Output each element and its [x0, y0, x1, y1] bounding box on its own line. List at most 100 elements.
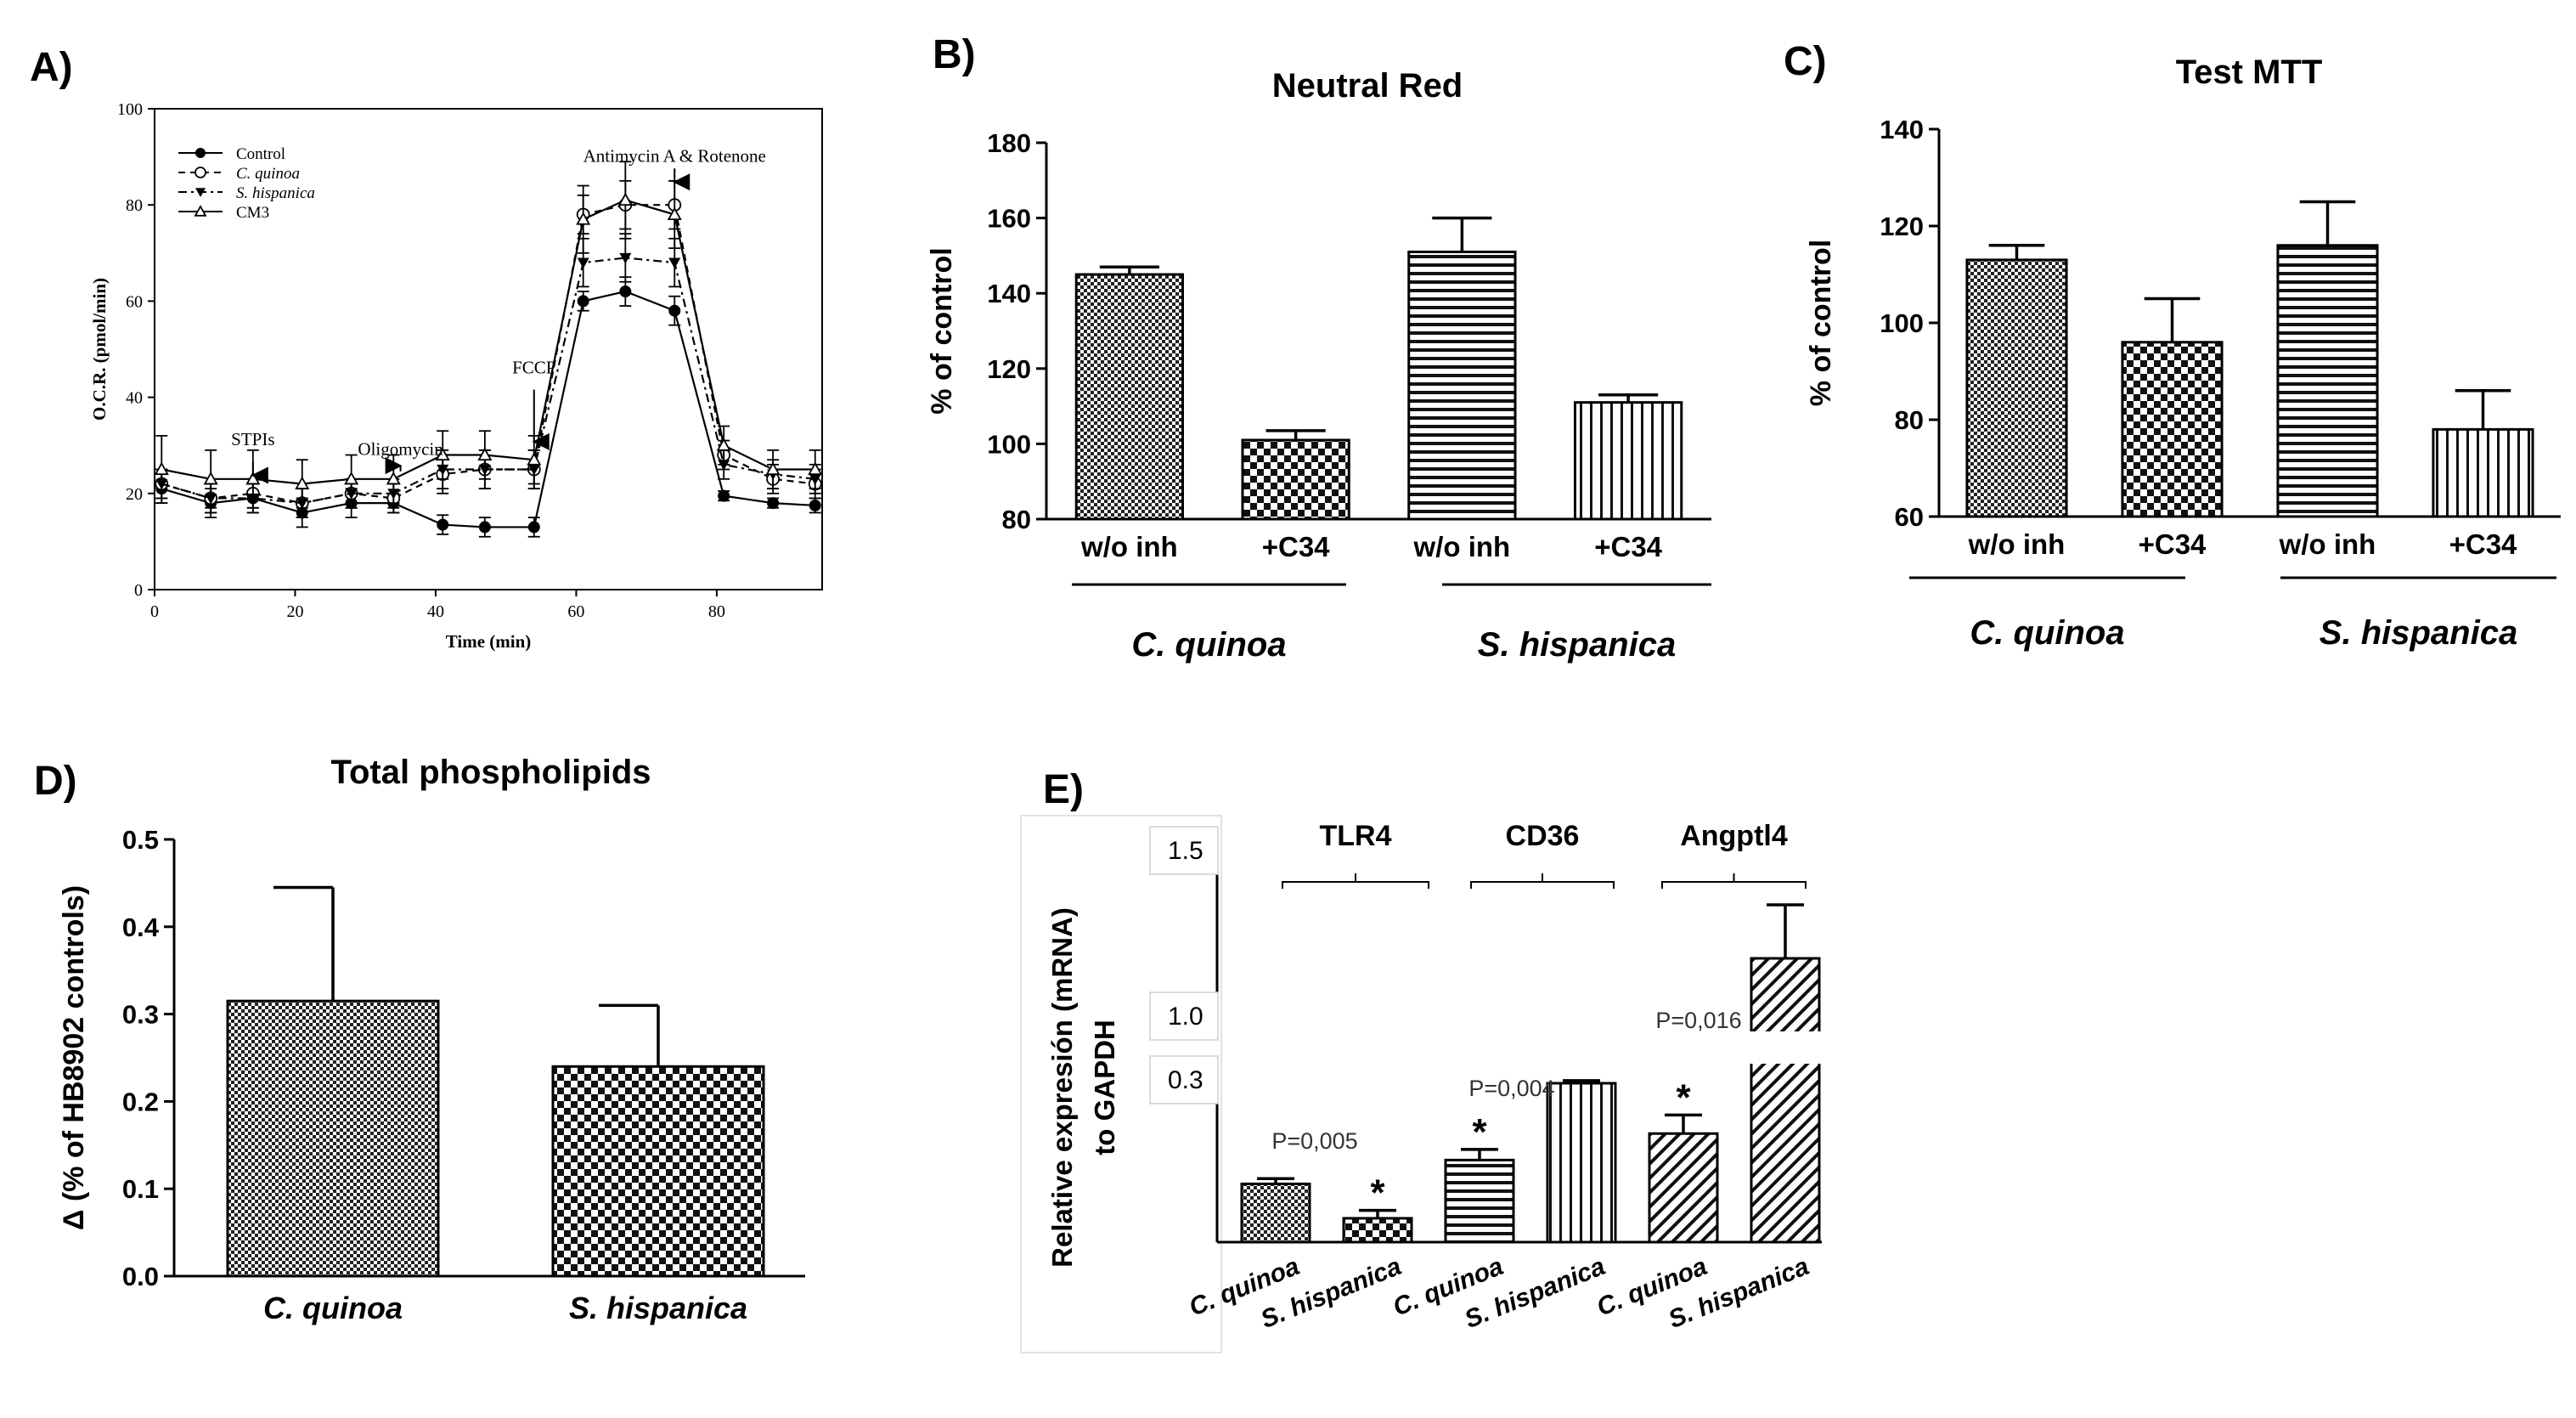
- series-line-2: [161, 257, 815, 505]
- data-point: [435, 447, 450, 461]
- axis-break: [1741, 1031, 1835, 1064]
- panel-label-a: A): [30, 45, 73, 90]
- y-axis-label: Δ (% of HB8902 controls): [58, 885, 90, 1230]
- significance-marker: *: [1676, 1076, 1691, 1118]
- y-tick-label: 60: [1895, 502, 1924, 532]
- bar-5: [1750, 957, 1821, 1244]
- y-tick-label: 140: [1880, 115, 1924, 144]
- x-tick-label: C. quinoa: [263, 1291, 403, 1325]
- y-tick-label: 100: [117, 100, 143, 119]
- data-point: [386, 471, 401, 485]
- y-axis-label-line1: Relative expresión (mRNA): [1046, 907, 1078, 1268]
- group-label: S. hispanica: [1478, 626, 1676, 664]
- panel-label-c: C): [1784, 39, 1827, 84]
- bar-3: [2432, 427, 2534, 518]
- data-point: [619, 285, 632, 298]
- bar-1: [2121, 341, 2224, 518]
- x-axis-label: Time (min): [446, 631, 532, 652]
- x-tick-label: 40: [427, 602, 444, 621]
- y-tick-label: 0.1: [122, 1174, 159, 1204]
- group-label: C. quinoa: [1131, 626, 1286, 664]
- panel-label-e: E): [1043, 767, 1084, 812]
- y-axis-label: % of control: [1805, 240, 1837, 406]
- bar-2: [2276, 244, 2379, 518]
- bar-0: [1240, 1182, 1311, 1244]
- y-tick-label: 0.5: [122, 825, 159, 855]
- y-tick-label: 0.3: [1168, 1066, 1203, 1094]
- data-point: [195, 148, 206, 158]
- bar-2: [1407, 250, 1517, 521]
- x-tick-label: +C34: [1262, 531, 1330, 562]
- data-point: [154, 461, 169, 475]
- group-bracket: [1661, 873, 1807, 889]
- y-tick-label: 80: [126, 196, 143, 215]
- bar-0: [1074, 273, 1185, 521]
- x-tick-label: 20: [286, 602, 303, 621]
- y-axis-label-line2: to GAPDH: [1089, 1020, 1120, 1155]
- chart-c-test-mtt: Test MTT 60 80 100 120 140 % of control w/o inh…: [1805, 54, 2561, 652]
- y-tick-label: 120: [1880, 212, 1924, 241]
- bar-4: [1648, 1132, 1719, 1244]
- plot-frame: [154, 108, 823, 590]
- tick-box: [1149, 1055, 1219, 1104]
- x-tick-label: w/o inh: [1968, 528, 2066, 560]
- annotation-label: Oligomycin: [358, 439, 443, 460]
- data-point: [194, 205, 207, 217]
- bar-2: [1444, 1158, 1515, 1244]
- data-point: [809, 499, 821, 511]
- annotation-label: STPIs: [231, 429, 274, 449]
- data-point: [527, 452, 542, 466]
- data-point: [716, 438, 731, 451]
- y-tick-label: 40: [126, 389, 143, 408]
- data-point: [203, 471, 218, 485]
- y-tick-label: 0: [134, 581, 143, 600]
- x-tick-label: w/o inh: [1413, 531, 1511, 562]
- data-point: [668, 257, 681, 269]
- bar-1: [1241, 438, 1350, 521]
- y-axis-label: % of control: [926, 247, 958, 414]
- data-point: [195, 188, 206, 197]
- y-tick-label: 100: [1880, 308, 1924, 338]
- data-point: [576, 212, 591, 225]
- data-point: [477, 447, 493, 461]
- data-point: [808, 461, 823, 475]
- y-tick-label: 160: [987, 204, 1031, 234]
- group-label: C. quinoa: [1970, 614, 2124, 652]
- data-point: [344, 471, 359, 485]
- y-tick-label: 0.3: [122, 1000, 159, 1030]
- y-tick-label: 140: [987, 279, 1031, 308]
- p-value: P=0,004: [1468, 1076, 1554, 1101]
- x-tick-label: S. hispanica: [569, 1291, 747, 1325]
- data-point: [767, 497, 780, 510]
- panel-label-b: B): [933, 32, 976, 77]
- label-frame: [1020, 815, 1222, 1353]
- legend-label: C. quinoa: [236, 165, 300, 183]
- gene-label: TLR4: [1320, 820, 1392, 852]
- x-tick-label: w/o inh: [1080, 531, 1178, 562]
- data-point: [667, 206, 682, 221]
- data-point: [617, 192, 633, 206]
- chart-d-total-phospholipids: Total phospholipids 0.0 0.1 0.2 0.3 0.4 0.5 Δ (…: [58, 754, 805, 1325]
- significance-marker: *: [1370, 1172, 1385, 1214]
- data-point: [619, 252, 632, 264]
- y-tick-label: 20: [126, 485, 143, 504]
- group-bracket: [1282, 873, 1429, 889]
- y-tick-label: 1.0: [1168, 1003, 1203, 1031]
- group-bracket: [1470, 873, 1615, 889]
- chart-b-neutral-red: Neutral Red 80 100 120 140 160 180 % of control…: [926, 67, 1711, 664]
- bar-0: [1965, 258, 2068, 518]
- chart-title: Total phospholipids: [331, 754, 651, 791]
- chart-e-relative-expression: 1.5 1.0 0.3 Relative expresión (mRNA) to GAP…: [1020, 815, 1835, 1353]
- x-tick-label: +C34: [2449, 528, 2517, 560]
- y-tick-label: 0.2: [122, 1087, 159, 1116]
- bar-0: [226, 999, 440, 1278]
- bar-1: [1342, 1217, 1413, 1244]
- data-point: [194, 167, 206, 178]
- data-point: [478, 521, 491, 534]
- y-tick-label: 100: [987, 429, 1031, 459]
- group-label: S. hispanica: [2320, 614, 2517, 652]
- x-tick-label: 0: [150, 602, 159, 621]
- chart-title: Neutral Red: [1272, 67, 1463, 105]
- annotation-label: FCCP: [512, 357, 555, 377]
